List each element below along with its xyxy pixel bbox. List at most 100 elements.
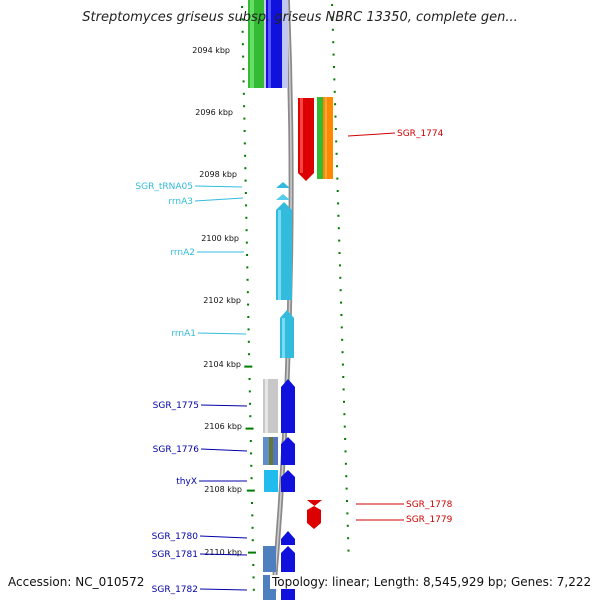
leader-line-sgr-1782 xyxy=(199,588,248,591)
gene-sgr-1781[interactable] xyxy=(263,546,295,572)
leader-line-rrna3 xyxy=(194,197,244,202)
left-tick xyxy=(251,502,254,504)
right-tick xyxy=(340,314,343,316)
rrna-rrna1[interactable] xyxy=(280,310,294,358)
left-tick xyxy=(247,340,250,343)
right-tick xyxy=(339,276,342,279)
right-tick xyxy=(343,400,346,403)
left-tick xyxy=(252,564,255,566)
trna-sgr-trna05[interactable] xyxy=(276,182,290,188)
left-tick xyxy=(250,477,253,480)
leader-line-sgr-1780 xyxy=(199,535,248,539)
leader-line-sgr-1781 xyxy=(199,553,248,556)
right-tick xyxy=(344,450,347,453)
right-tick xyxy=(337,214,340,217)
right-tick xyxy=(336,177,339,180)
right-tick xyxy=(335,165,338,168)
left-tick xyxy=(248,353,251,356)
gene-top-periwinkle xyxy=(282,0,288,88)
right-tick xyxy=(335,152,338,155)
label-sgr-1780[interactable]: SGR_1780 xyxy=(152,532,199,542)
right-tick xyxy=(343,413,346,416)
leader-line-rrna1 xyxy=(197,332,247,335)
right-tick xyxy=(340,301,343,304)
right-tick xyxy=(345,475,348,478)
left-tick xyxy=(251,526,254,529)
axis-label-2110: 2110 kbp xyxy=(204,548,242,557)
rrna-rrna3[interactable] xyxy=(276,194,290,200)
left-tick xyxy=(243,117,246,120)
axis-label-2100: 2100 kbp xyxy=(201,234,239,243)
blue-feature-labels: SGR_1775 SGR_1776 thyX SGR_1780 SGR_1781… xyxy=(152,401,248,595)
gene-top-green[interactable] xyxy=(248,0,264,88)
gene-sgr-1775[interactable] xyxy=(263,379,295,433)
left-tick xyxy=(243,105,246,108)
rna-feature-labels: SGR_tRNA05 rrnA3 rrnA2 rrnA1 xyxy=(135,182,247,339)
leader-line-sgr-1774 xyxy=(347,132,396,137)
left-tick xyxy=(243,130,246,132)
right-tick xyxy=(335,140,338,143)
gene-sgr-1779[interactable] xyxy=(307,506,321,529)
label-thyx[interactable]: thyX xyxy=(176,477,197,487)
gene-thyx[interactable] xyxy=(264,470,295,492)
left-tick xyxy=(245,427,254,430)
left-tick xyxy=(249,402,252,405)
genome-summary: Topology: linear; Length: 8,545,929 bp; … xyxy=(270,575,594,589)
left-tick xyxy=(248,390,251,393)
left-tick xyxy=(249,415,252,418)
left-tick xyxy=(242,92,245,95)
axis-label-2104: 2104 kbp xyxy=(203,360,241,369)
left-tick xyxy=(243,142,246,145)
gene-green-right[interactable] xyxy=(317,97,323,179)
label-sgr-1778[interactable]: SGR_1778 xyxy=(406,500,453,510)
right-tick xyxy=(345,487,348,490)
left-tick xyxy=(247,328,250,331)
gene-top-blue[interactable] xyxy=(266,0,282,88)
right-tick xyxy=(331,28,334,31)
left-tick xyxy=(244,365,253,368)
left-tick xyxy=(241,30,244,33)
label-sgr-1774[interactable]: SGR_1774 xyxy=(397,129,444,139)
gene-sgr-1780[interactable] xyxy=(281,531,295,545)
right-tick xyxy=(334,103,337,106)
right-tick xyxy=(342,376,345,378)
label-sgr-1775[interactable]: SGR_1775 xyxy=(153,401,199,411)
right-tick xyxy=(331,4,334,6)
label-rrna2[interactable]: rrnA2 xyxy=(170,248,195,258)
right-tick xyxy=(334,115,337,118)
label-sgr-trna05[interactable]: SGR_tRNA05 xyxy=(135,182,193,192)
axis-label-2094: 2094 kbp xyxy=(192,46,230,55)
left-tick xyxy=(246,254,249,256)
right-tick xyxy=(346,500,348,502)
left-tick xyxy=(246,266,249,269)
label-rrna1[interactable]: rrnA1 xyxy=(171,329,196,339)
gene-sgr-1776[interactable] xyxy=(263,437,295,465)
left-tick xyxy=(246,278,249,281)
leader-line-sgr-1776 xyxy=(200,448,248,452)
right-tick xyxy=(341,363,344,366)
gene-orange-right[interactable] xyxy=(323,97,333,179)
gene-sgr-1774[interactable] xyxy=(298,98,314,181)
rrna-rrna2[interactable] xyxy=(276,202,292,300)
label-sgr-1779[interactable]: SGR_1779 xyxy=(406,515,453,525)
right-tick xyxy=(340,326,343,329)
left-tick xyxy=(244,154,247,157)
left-tick xyxy=(241,18,244,21)
label-sgr-1782[interactable]: SGR_1782 xyxy=(152,585,198,595)
label-sgr-1781[interactable]: SGR_1781 xyxy=(152,550,198,560)
label-sgr-1776[interactable]: SGR_1776 xyxy=(153,445,200,455)
right-tick xyxy=(333,90,336,93)
left-tick xyxy=(251,539,254,542)
right-tick xyxy=(339,289,342,292)
right-tick xyxy=(343,425,346,428)
right-tick xyxy=(336,190,339,192)
right-tick xyxy=(344,462,347,465)
left-tick xyxy=(244,179,247,182)
right-tick xyxy=(341,351,344,354)
right-tick xyxy=(346,512,349,515)
label-rrna3[interactable]: rrnA3 xyxy=(168,197,193,207)
right-tick xyxy=(331,16,334,19)
gene-sgr-1778[interactable] xyxy=(307,500,322,506)
left-tick xyxy=(241,43,244,46)
